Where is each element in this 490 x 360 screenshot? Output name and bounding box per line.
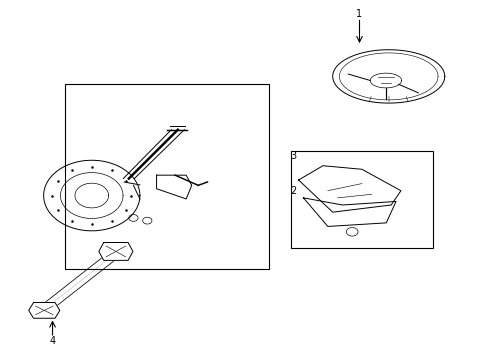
Polygon shape [298,166,401,212]
Text: 2: 2 [291,186,297,196]
Bar [65,84,270,269]
Bar [291,152,433,248]
Polygon shape [303,198,396,226]
Text: 4: 4 [49,337,55,346]
Polygon shape [99,243,133,260]
Text: 1: 1 [356,9,363,19]
Polygon shape [29,302,60,318]
Text: 3: 3 [291,151,297,161]
